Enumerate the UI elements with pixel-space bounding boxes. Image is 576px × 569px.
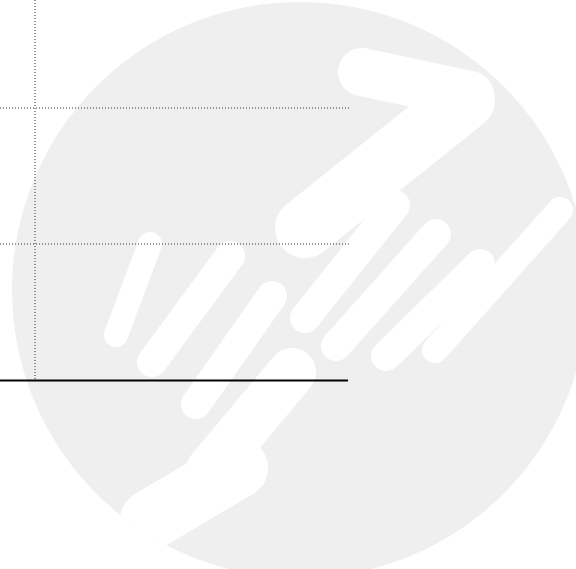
logo-hands (104, 48, 573, 550)
guide-lines (0, 0, 350, 382)
logo-watermark (12, 2, 576, 569)
